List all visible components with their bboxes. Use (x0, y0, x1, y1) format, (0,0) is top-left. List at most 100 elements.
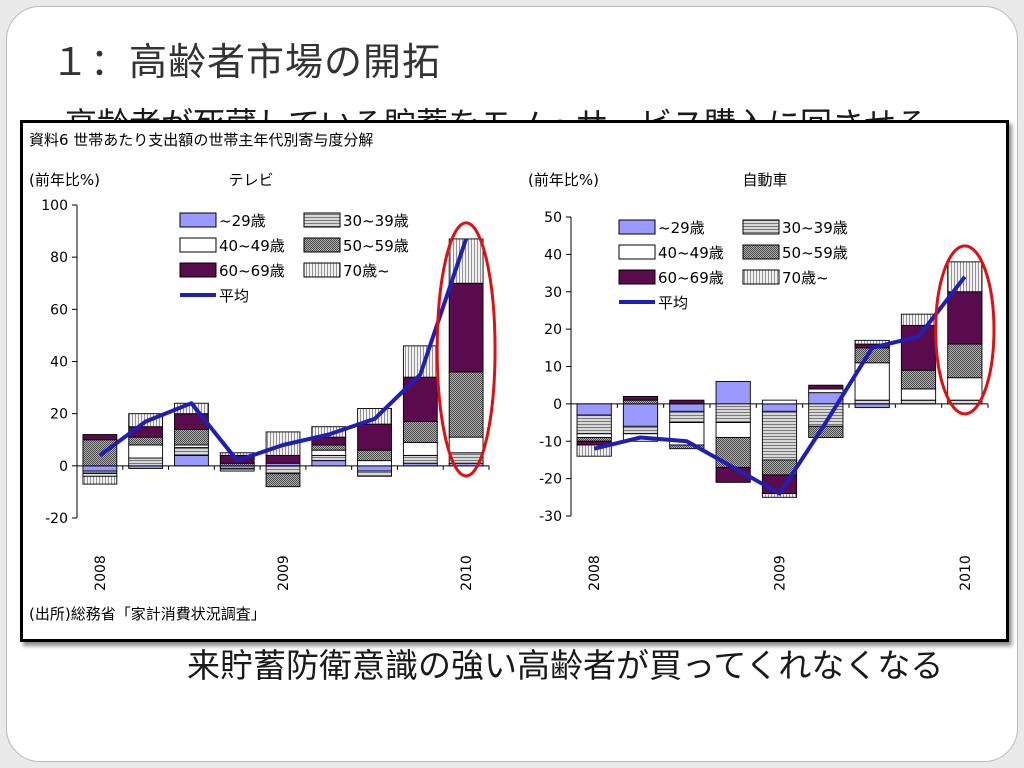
bar-segment-age-29 (761, 403, 798, 412)
bar-segment-age-60-69 (82, 434, 118, 441)
y-tick-label: 40 (544, 247, 562, 263)
y-tick-label: -20 (539, 472, 562, 488)
legend-label: 60~69歳 (219, 262, 285, 280)
figure-title: 資料6 世帯あたり支出額の世帯主年代別寄与度分解 (29, 131, 373, 149)
legend-swatch (179, 237, 217, 253)
average-line (98, 238, 468, 463)
legend-label: 平均 (658, 294, 688, 312)
legend-swatch (303, 262, 341, 278)
bar-segment-age-50-59 (715, 437, 751, 468)
y-tick-label: 30 (544, 285, 562, 301)
bar-segment-age-70 (311, 426, 347, 438)
legend-label: 40~49歳 (658, 244, 724, 262)
chart-title: テレビ (228, 171, 273, 189)
x-tick-label: 2010 (459, 555, 475, 591)
y-tick-label: 60 (50, 302, 68, 318)
bar-segment-age-30-39 (622, 425, 659, 435)
bar-segment-age-30-39 (174, 447, 209, 456)
bar-segment-age-60-69 (357, 423, 392, 451)
bar-segment-age-30-39 (900, 399, 937, 405)
bar-segment-age-60-69 (622, 395, 659, 401)
legend-swatch (618, 269, 656, 285)
bar-segment-age-30-39 (265, 465, 301, 475)
bar-segment-age-40-49 (128, 444, 164, 459)
bar-segment-age-50-59 (402, 421, 438, 443)
legend-label: 70歳~ (782, 269, 829, 287)
bar-segment-age-70 (576, 444, 612, 457)
y-tick-label: -30 (539, 509, 562, 525)
bar-segment-age-29 (357, 465, 392, 472)
legend-label: 70歳~ (343, 262, 390, 280)
y-tick-label: -10 (539, 434, 562, 450)
chart-canvas: 資料6 世帯あたり支出額の世帯主年代別寄与度分解 -20020406080100… (29, 131, 996, 623)
bar-segment-age-29 (854, 403, 890, 409)
bar-segment-age-60-69 (947, 291, 983, 345)
bar-segment-age-50-59 (576, 437, 612, 442)
legend-label: 30~39歳 (782, 219, 848, 237)
legend-swatch (742, 219, 780, 235)
bar-segment-age-30-39 (576, 414, 612, 435)
bar-segment-age-40-49 (715, 422, 751, 438)
bar-segment-age-40-49 (357, 460, 392, 467)
bar-segment-age-60-69 (808, 384, 844, 390)
bar-segment-age-50-59 (947, 343, 983, 379)
legend-label: 平均 (219, 287, 249, 305)
bar-segment-age-50-59 (265, 473, 301, 488)
legend-label: 30~39歳 (343, 212, 409, 230)
bar-segment-age-50-59 (622, 399, 659, 405)
legend-swatch (742, 244, 780, 260)
bar-segment-age-60-69 (669, 399, 705, 405)
bar-segment-age-50-59 (808, 425, 844, 438)
x-tick-label: 2008 (587, 555, 603, 591)
legend-swatch (742, 269, 780, 285)
bar-segment-age-40-49 (576, 433, 612, 438)
y-tick-label: 20 (50, 407, 68, 423)
bar-segment-age-50-59 (82, 439, 118, 467)
y-tick-label: 0 (59, 459, 68, 475)
bar-segment-age-40-49 (761, 399, 798, 405)
legend-swatch (179, 262, 217, 278)
bar-segment-age-50-59 (669, 444, 705, 450)
bar-segment-age-50-59 (311, 444, 347, 451)
figure-source: (出所)総務省「家計消費状況調査」 (29, 605, 266, 623)
y-tick-label: 40 (50, 355, 68, 371)
bar-segment-age-50-59 (357, 449, 392, 462)
bar-segment-age-29 (669, 403, 705, 412)
bottom-text: 来貯蓄防衛意識の強い高齢者が買ってくれなくなる (187, 646, 944, 685)
bar-segment-age-30-39 (947, 399, 983, 405)
bar-segment-age-40-49 (808, 388, 844, 394)
legend-swatch (303, 212, 341, 228)
bar-segment-age-30-39 (311, 454, 347, 462)
bar-segment-age-30-39 (854, 399, 890, 405)
legend-label: 40~49歳 (219, 237, 285, 255)
bar-segment-age-40-49 (900, 388, 937, 401)
bar-segment-age-29 (622, 403, 659, 427)
y-tick-label: 0 (553, 397, 562, 413)
legend-label: 60~69歳 (658, 269, 724, 287)
bar-segment-age-29 (576, 403, 612, 416)
y-tick-label: 20 (544, 322, 562, 338)
bar-segment-age-30-39 (219, 467, 255, 472)
bar-segment-age-30-39 (669, 410, 705, 424)
y-tick-label: -20 (45, 511, 68, 527)
legend-swatch (303, 237, 341, 253)
bar-segment-age-70 (947, 261, 983, 293)
bar-segment-age-50-59 (448, 371, 484, 438)
highlight-ellipse (435, 221, 497, 478)
legend-swatch (618, 219, 656, 235)
bar-segment-age-30-39 (715, 403, 751, 424)
bar-segment-age-50-59 (128, 436, 164, 446)
y-axis-label: (前年比%) (29, 171, 100, 189)
bar-segment-age-29 (715, 381, 751, 405)
legend-swatch (179, 212, 217, 228)
bar-segment-age-60-69 (265, 454, 301, 464)
bar-segment-age-30-39 (761, 410, 798, 461)
bar-segment-age-40-49 (448, 436, 484, 454)
bar-segment-age-40-49 (947, 377, 983, 401)
bar-segment-age-30-39 (128, 457, 164, 467)
slide-title: １：高齢者市場の開拓 (51, 40, 442, 84)
bar-segment-age-50-59 (900, 369, 937, 390)
bar-segment-age-29 (174, 454, 209, 467)
legend-label: ~29歳 (658, 219, 705, 237)
bar-segment-age-30-39 (402, 454, 438, 464)
